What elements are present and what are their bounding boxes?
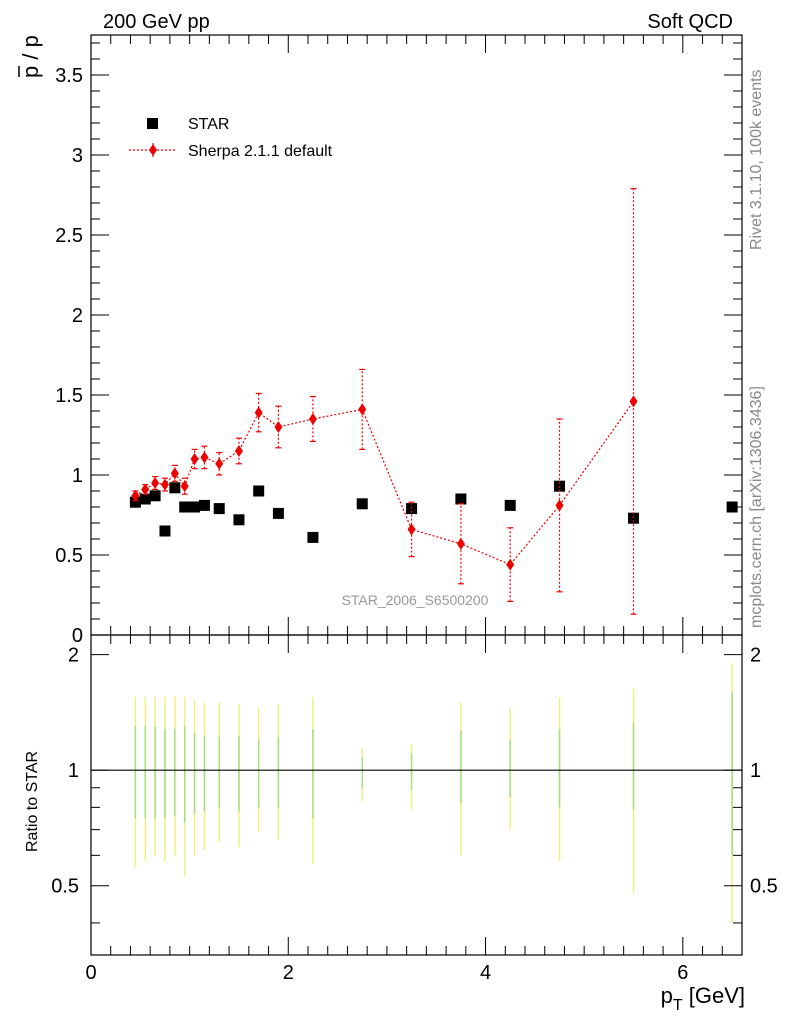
sherpa-point xyxy=(141,483,150,496)
star-point xyxy=(253,485,265,497)
sherpa-point xyxy=(308,413,317,425)
legend-marker-sherpa xyxy=(149,144,157,156)
star-point xyxy=(169,482,181,494)
main-ylabel-pbar: p xyxy=(18,66,43,78)
legend-marker-star xyxy=(147,118,158,129)
sherpa-point xyxy=(555,499,564,512)
sherpa-point xyxy=(190,453,199,465)
x-axis-label: pT [GeV] xyxy=(661,983,745,1014)
sherpa-point xyxy=(215,457,224,470)
star-point xyxy=(213,503,225,515)
star-point xyxy=(139,493,151,505)
sherpa-point xyxy=(180,480,189,493)
star-point xyxy=(356,498,368,510)
ratio-ytick-label-left: 1 xyxy=(68,760,79,782)
sherpa-point xyxy=(254,406,263,419)
main-ytick-label: 2.5 xyxy=(55,225,83,247)
star-point xyxy=(129,496,141,508)
x-label-sub: T xyxy=(673,997,683,1014)
sherpa-point xyxy=(274,421,283,433)
star-point xyxy=(272,507,284,519)
sherpa-point xyxy=(131,489,140,502)
legend-label-star: STAR xyxy=(188,116,229,133)
sherpa-point xyxy=(160,478,169,491)
star-point xyxy=(149,490,161,502)
x-tick-label: 0 xyxy=(85,962,96,984)
star-point xyxy=(455,493,467,505)
main-ytick-label: 3 xyxy=(72,145,83,167)
x-tick-label: 6 xyxy=(677,962,688,984)
x-tick-label: 2 xyxy=(283,962,294,984)
header-right: Soft QCD xyxy=(647,11,733,33)
header-left: 200 GeV pp xyxy=(103,11,210,33)
sherpa-point xyxy=(629,395,638,408)
star-point xyxy=(159,525,171,537)
main-ytick-label: 0.5 xyxy=(55,545,83,567)
star-point xyxy=(189,501,201,513)
x-label-p: p xyxy=(661,983,673,1008)
sherpa-point xyxy=(234,445,243,457)
sherpa-point xyxy=(506,558,515,571)
main-ytick-label: 2 xyxy=(72,305,83,327)
sherpa-point xyxy=(358,403,367,416)
star-point xyxy=(504,499,516,511)
ratio-panel-layer xyxy=(91,663,742,923)
analysis-watermark: STAR_2006_S6500200 xyxy=(342,592,489,608)
star-point xyxy=(233,514,245,526)
star-point xyxy=(179,501,191,513)
main-ytick-label: 1 xyxy=(72,465,83,487)
mcplots-label: mcplots.cern.ch [arXiv:1306.3436] xyxy=(748,386,765,628)
sherpa-point xyxy=(407,523,416,536)
sherpa-point xyxy=(151,477,160,489)
ratio-ylabel: Ratio to STAR xyxy=(24,751,41,852)
ratio-ytick-label-right: 1 xyxy=(750,760,761,782)
legend: STAR Sherpa 2.1.1 default xyxy=(129,116,333,160)
sherpa-point xyxy=(170,467,179,480)
star-point xyxy=(198,499,210,511)
main-ytick-label: 3.5 xyxy=(55,65,83,87)
main-ytick-label: 1.5 xyxy=(55,385,83,407)
rivet-label: Rivet 3.1.10, 100k events xyxy=(748,69,765,250)
ratio-ytick-label-right: 0.5 xyxy=(750,876,778,898)
axes-layer: 00.511.522.533.50 2 4 60.5 0.51 12 2 xyxy=(51,34,778,984)
ratio-ytick-label-left: 0.5 xyxy=(51,876,79,898)
main-ylabel-text: p / p xyxy=(18,35,43,78)
main-ylabel-rest: / p xyxy=(18,35,43,66)
star-point xyxy=(307,531,319,543)
ratio-ytick-label-right: 2 xyxy=(750,645,761,667)
sherpa-point xyxy=(200,451,209,464)
legend-label-sherpa: Sherpa 2.1.1 default xyxy=(188,143,333,160)
main-ylabel: p / p xyxy=(18,35,43,78)
ratio-ytick-label-left: 2 xyxy=(68,645,79,667)
main-ytick-label: 0 xyxy=(72,625,83,647)
star-point xyxy=(726,501,738,513)
x-tick-label: 4 xyxy=(480,962,491,984)
ratio-frame xyxy=(90,634,743,956)
x-label-unit: [GeV] xyxy=(683,983,745,1008)
sherpa-point xyxy=(456,537,465,550)
main-data-layer xyxy=(129,188,738,615)
